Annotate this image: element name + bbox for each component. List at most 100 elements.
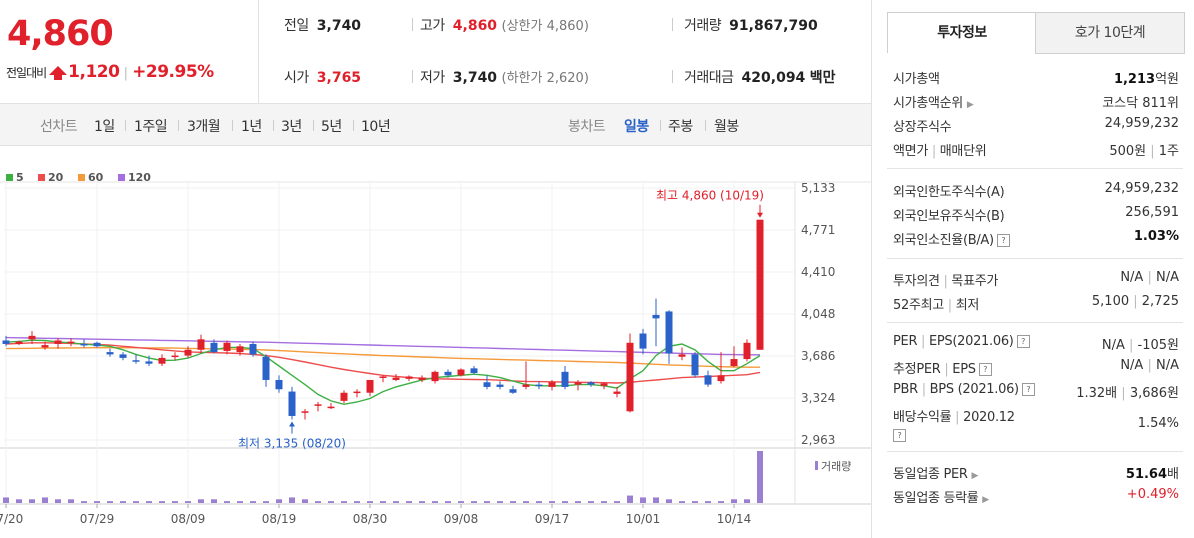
amount-label: 거래대금 [684,70,734,86]
candle-body [67,341,75,344]
legend-swatch [6,174,13,181]
candle-body [535,384,543,387]
period-3y-button[interactable]: 3년 [281,119,302,135]
dividend-value: 1.54% [1137,416,1179,431]
foreign-rate-value: 1.03% [1133,229,1179,244]
foreign-rate-label: 외국인소진율(B/A)? [893,229,1010,248]
amount-unit: 백만 [809,70,836,86]
w52-row: 52주최고 | 최저 5,100 | 2,725 [893,294,1179,313]
tab-investment-info[interactable]: 투자정보 [887,12,1037,53]
candle-body [496,384,504,387]
volume-bar [55,499,61,503]
divider [672,18,673,31]
opinion-value: N/A | N/A [1120,270,1179,285]
volume-bar [731,499,737,503]
candle-body [80,343,88,346]
price-change: 전일대비 1,120 | +29.95% [6,62,214,82]
volume-bar [354,501,360,503]
industry-rate-row[interactable]: 동일업종 등락률 ▶ +0.49% [893,487,1179,506]
volume-bar [133,501,139,503]
help-icon[interactable]: ? [996,234,1010,247]
y-tick-label: 5,133 [801,181,835,195]
par-label: 액면가 | 매매단위 [893,144,987,159]
par-row: 액면가 | 매매단위 500원 | 1주 [893,140,1179,159]
weekly-candle-button[interactable]: 주봉 [668,119,693,135]
candle-body [262,356,270,380]
volume-bar [484,501,490,503]
est-per-label: 추정PER | EPS? [893,358,992,377]
cap-rank-value: 코스닥 811위 [1102,96,1179,111]
volume-bar [614,501,620,503]
candle-body [353,391,361,394]
monthly-candle-button[interactable]: 월봉 [714,119,739,135]
period-5y-button[interactable]: 5년 [321,119,342,135]
candle-body [587,382,595,385]
volume-bar [263,501,269,503]
moving-average-line-60 [5,346,760,368]
candle-body [405,376,413,379]
candle-body [548,382,556,387]
amount-stat: 거래대금 420,094 백만 [684,67,836,87]
volume-bar [94,501,100,503]
help-icon[interactable]: ? [1016,335,1030,348]
x-tick-label: 09/08 [444,512,479,526]
x-tick-label: 08/09 [171,512,206,526]
shares-value: 24,959,232 [1104,116,1179,131]
help-icon[interactable]: ? [1021,383,1035,396]
divider [887,322,1183,323]
period-3m-button[interactable]: 3개월 [187,119,221,135]
industry-per-row[interactable]: 동일업종 PER ▶ 51.64배 [893,463,1179,482]
candle-body [626,342,634,412]
volume-bar [237,501,243,503]
per-value: N/A | -105원 [1101,338,1179,353]
candle-body [509,389,517,393]
help-icon[interactable]: ? [893,429,906,442]
price-box: 4,860 전일대비 1,120 | +29.95% [0,0,259,104]
period-10y-button[interactable]: 10년 [361,119,391,135]
candle-body [197,339,205,350]
candle-body [522,384,530,387]
candle-body [743,342,751,360]
chevron-right-icon: ▶ [971,471,979,481]
candlestick-chart: 2,963 3,324 3,686 4,048 4,410 4,771 5,133 07/20… [0,171,871,526]
industry-rate-value: +0.49% [1126,487,1179,502]
volume-bar [172,501,178,503]
chevron-right-icon: ▶ [966,100,974,110]
candle-body [392,377,400,380]
volume-bar [536,501,542,503]
candle-body [288,391,296,416]
period-1d-button[interactable]: 1일 [94,119,115,135]
period-1y-button[interactable]: 1년 [241,119,262,135]
candle-body [28,335,36,340]
volume-bar [666,499,672,503]
dividend-row: 배당수익률 | 2020.12? 1.54% [893,406,1179,444]
candle-body [691,354,699,376]
candle-body [171,355,179,358]
industry-per-label: 동일업종 PER ▶ [893,467,979,482]
volume-bar [471,501,477,503]
candle-body [379,376,387,378]
candle-body [639,333,647,349]
help-icon[interactable]: ? [978,363,992,376]
candle-body [93,342,101,347]
divider [412,70,413,83]
cap-rank-row[interactable]: 시가총액순위 ▶ 코스닥 811위 [893,92,1179,111]
high-arrow-head [757,212,763,218]
candle-body [106,352,114,355]
candle-body [470,368,478,373]
divider [887,168,1183,169]
w52-value: 5,100 | 2,725 [1091,294,1179,309]
low-annotation: 최저 3,135 (08/20) [238,436,346,450]
y-tick-label: 3,686 [801,349,835,363]
candle-body [678,354,686,357]
daily-candle-button[interactable]: 일봉 [624,119,649,135]
open-label: 시가 [284,70,309,86]
tab-order-book[interactable]: 호가 10단계 [1035,12,1185,54]
period-1w-button[interactable]: 1주일 [134,119,168,135]
change-label: 전일대비 [6,66,47,80]
volume-bar [419,501,425,503]
volume-bar [653,497,659,503]
est-per-row: 추정PER | EPS? N/A | N/A [893,358,1179,377]
volume-bar [16,499,22,503]
current-price: 4,860 [7,14,114,54]
